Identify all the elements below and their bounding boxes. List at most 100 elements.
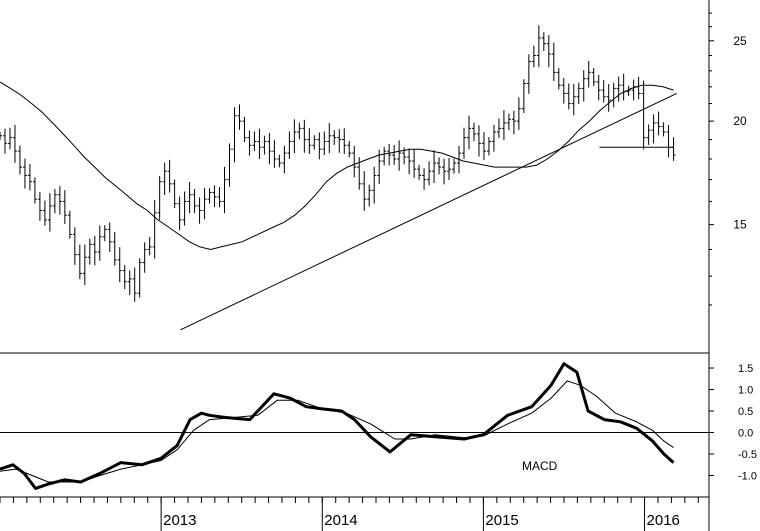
price-bar: [566, 83, 571, 110]
price-bar: [67, 210, 72, 239]
price-bar: [37, 192, 42, 221]
price-bar: [417, 164, 422, 180]
price-bar: [127, 270, 132, 295]
price-bar: [521, 79, 526, 114]
price-bar: [661, 122, 666, 137]
price-bar: [571, 84, 576, 116]
price-bar: [332, 130, 337, 145]
price-bar: [586, 61, 591, 88]
price-bar: [526, 54, 531, 94]
price-bar: [501, 110, 506, 141]
price-bar: [556, 68, 561, 90]
price-bar: [481, 132, 486, 160]
price-bar: [322, 131, 327, 155]
price-bar: [237, 104, 242, 130]
price-bar: [32, 177, 37, 204]
price-bar: [397, 140, 402, 171]
price-bar: [97, 225, 102, 261]
price-bar: [292, 119, 297, 154]
price-bar: [392, 145, 397, 165]
price-bar: [232, 107, 237, 163]
price-bar: [551, 42, 556, 82]
price-bar: [107, 222, 112, 253]
price-bar: [7, 127, 12, 150]
price-bar: [486, 137, 491, 156]
price-bar: [22, 158, 27, 189]
price-bar: [601, 80, 606, 103]
price-bar: [302, 119, 307, 153]
macd-tick-label: 1.5: [738, 363, 753, 375]
price-bar: [82, 244, 87, 286]
year-tick-label: 2016: [647, 512, 680, 529]
price-bar: [422, 168, 427, 190]
price-bar: [651, 114, 656, 144]
price-bar: [362, 171, 367, 211]
price-bar: [152, 200, 157, 259]
price-bar: [282, 145, 287, 174]
price-bar: [277, 154, 282, 168]
price-bar: [447, 157, 452, 180]
price-bar: [511, 110, 516, 135]
price-bar: [162, 162, 167, 195]
price-bar: [442, 158, 447, 185]
price-bar: [536, 25, 541, 68]
price-bar: [27, 164, 32, 191]
price-bar: [387, 143, 392, 166]
macd-tick-label: -1.0: [738, 471, 757, 483]
price-bar: [0, 131, 2, 141]
price-bar: [172, 179, 177, 209]
price-bar: [641, 80, 646, 150]
price-bar: [222, 166, 227, 214]
price-bar: [137, 258, 142, 298]
price-bar: [656, 111, 661, 136]
price-bar: [516, 97, 521, 130]
year-tick-label: 2013: [163, 512, 196, 529]
price-bar: [147, 236, 152, 256]
price-bar: [227, 143, 232, 187]
price-bar: [462, 127, 467, 159]
price-bar: [312, 135, 317, 150]
price-bar: [132, 267, 137, 302]
price-bar: [62, 190, 67, 224]
price-bar: [297, 122, 302, 140]
price-bar: [262, 135, 267, 155]
price-bar: [531, 45, 536, 68]
price-bar: [606, 84, 611, 112]
price-bar: [242, 116, 247, 143]
price-bar: [52, 189, 57, 214]
price-tick-label: 15: [733, 218, 747, 232]
price-bar: [327, 123, 332, 154]
price-bar: [506, 113, 511, 131]
price-bar: [142, 242, 147, 273]
price-bar: [407, 148, 412, 175]
price-panel: 15 20 25: [0, 12, 747, 331]
price-bar: [576, 82, 581, 105]
price-bar: [646, 124, 651, 145]
price-bar: [382, 146, 387, 166]
price-bar: [12, 124, 17, 163]
price-bar: [546, 35, 551, 68]
price-bar: [112, 231, 117, 266]
price-bar: [17, 145, 22, 175]
price-bar: [581, 70, 586, 102]
price-tick-label: 25: [733, 34, 747, 48]
macd-tick-label: -0.5: [738, 449, 757, 461]
price-bar: [252, 131, 257, 152]
x-axis: 2013 2014 2015 2016: [0, 497, 699, 531]
price-bar: [117, 247, 122, 283]
price-bar: [72, 227, 77, 265]
price-bar: [157, 175, 162, 221]
price-bar: [92, 235, 97, 266]
signal-line: [0, 380, 674, 483]
price-bar: [432, 150, 437, 183]
price-bar: [471, 122, 476, 142]
price-bar: [192, 189, 197, 214]
price-bar: [591, 68, 596, 87]
macd-tick-label: 0.5: [738, 406, 753, 418]
price-bar: [182, 191, 187, 226]
price-bar: [596, 74, 601, 101]
year-tick-label: 2014: [324, 512, 357, 529]
price-bar: [412, 149, 417, 178]
